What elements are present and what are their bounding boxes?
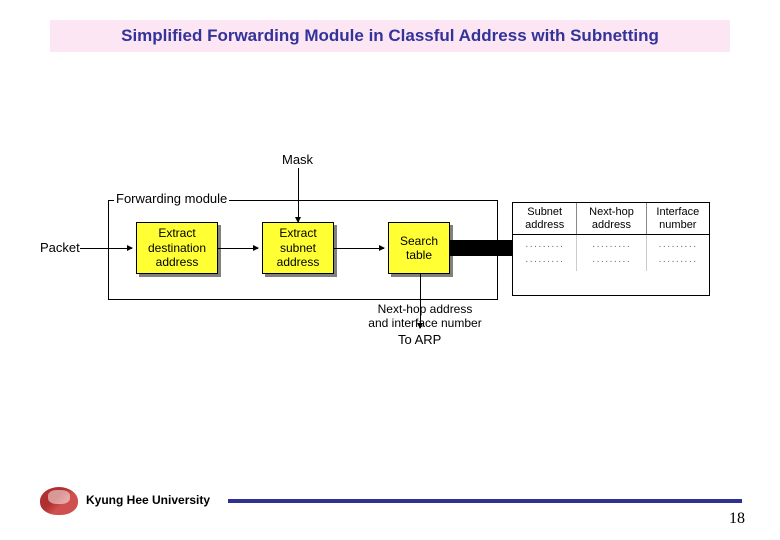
routing-table: Subnet addressNext-hop addressInterface … <box>512 202 710 296</box>
arrow-packet-in <box>80 248 132 249</box>
table-col-header: Interface number <box>646 203 709 234</box>
table-col-header: Subnet address <box>513 203 576 234</box>
extract-subnet-node: Extract subnet address <box>262 222 334 274</box>
footer-divider <box>228 499 742 503</box>
arrow-a1 <box>218 248 258 249</box>
mask-label: Mask <box>282 152 313 167</box>
search-table-node: Search table <box>388 222 450 274</box>
mask-arrow <box>298 168 299 222</box>
nexthop-caption: Next-hop address and interface number <box>360 302 490 330</box>
table-dots-cell: ········· ········· <box>576 235 645 271</box>
packet-label: Packet <box>40 240 80 255</box>
forwarding-module-label: Forwarding module <box>114 191 229 206</box>
routing-table-header: Subnet addressNext-hop addressInterface … <box>513 203 709 235</box>
search-to-table-connector <box>450 240 512 256</box>
slide-footer: Kyung Hee University <box>40 487 750 515</box>
to-arp-label: To ARP <box>398 332 441 347</box>
table-dots-cell: ········· ········· <box>513 235 576 271</box>
slide-title-text: Simplified Forwarding Module in Classful… <box>121 26 659 45</box>
arrow-a2 <box>334 248 384 249</box>
table-dots-cell: ········· ········· <box>646 235 709 271</box>
extract-dest-node: Extract destination address <box>136 222 218 274</box>
page-number: 18 <box>729 510 745 528</box>
university-logo-icon <box>40 487 78 515</box>
slide-title: Simplified Forwarding Module in Classful… <box>50 20 730 52</box>
routing-table-body: ········· ·················· ···········… <box>513 235 709 271</box>
university-name: Kyung Hee University <box>86 494 210 508</box>
table-col-header: Next-hop address <box>576 203 645 234</box>
forwarding-diagram: Forwarding module Extract destination add… <box>40 180 760 360</box>
